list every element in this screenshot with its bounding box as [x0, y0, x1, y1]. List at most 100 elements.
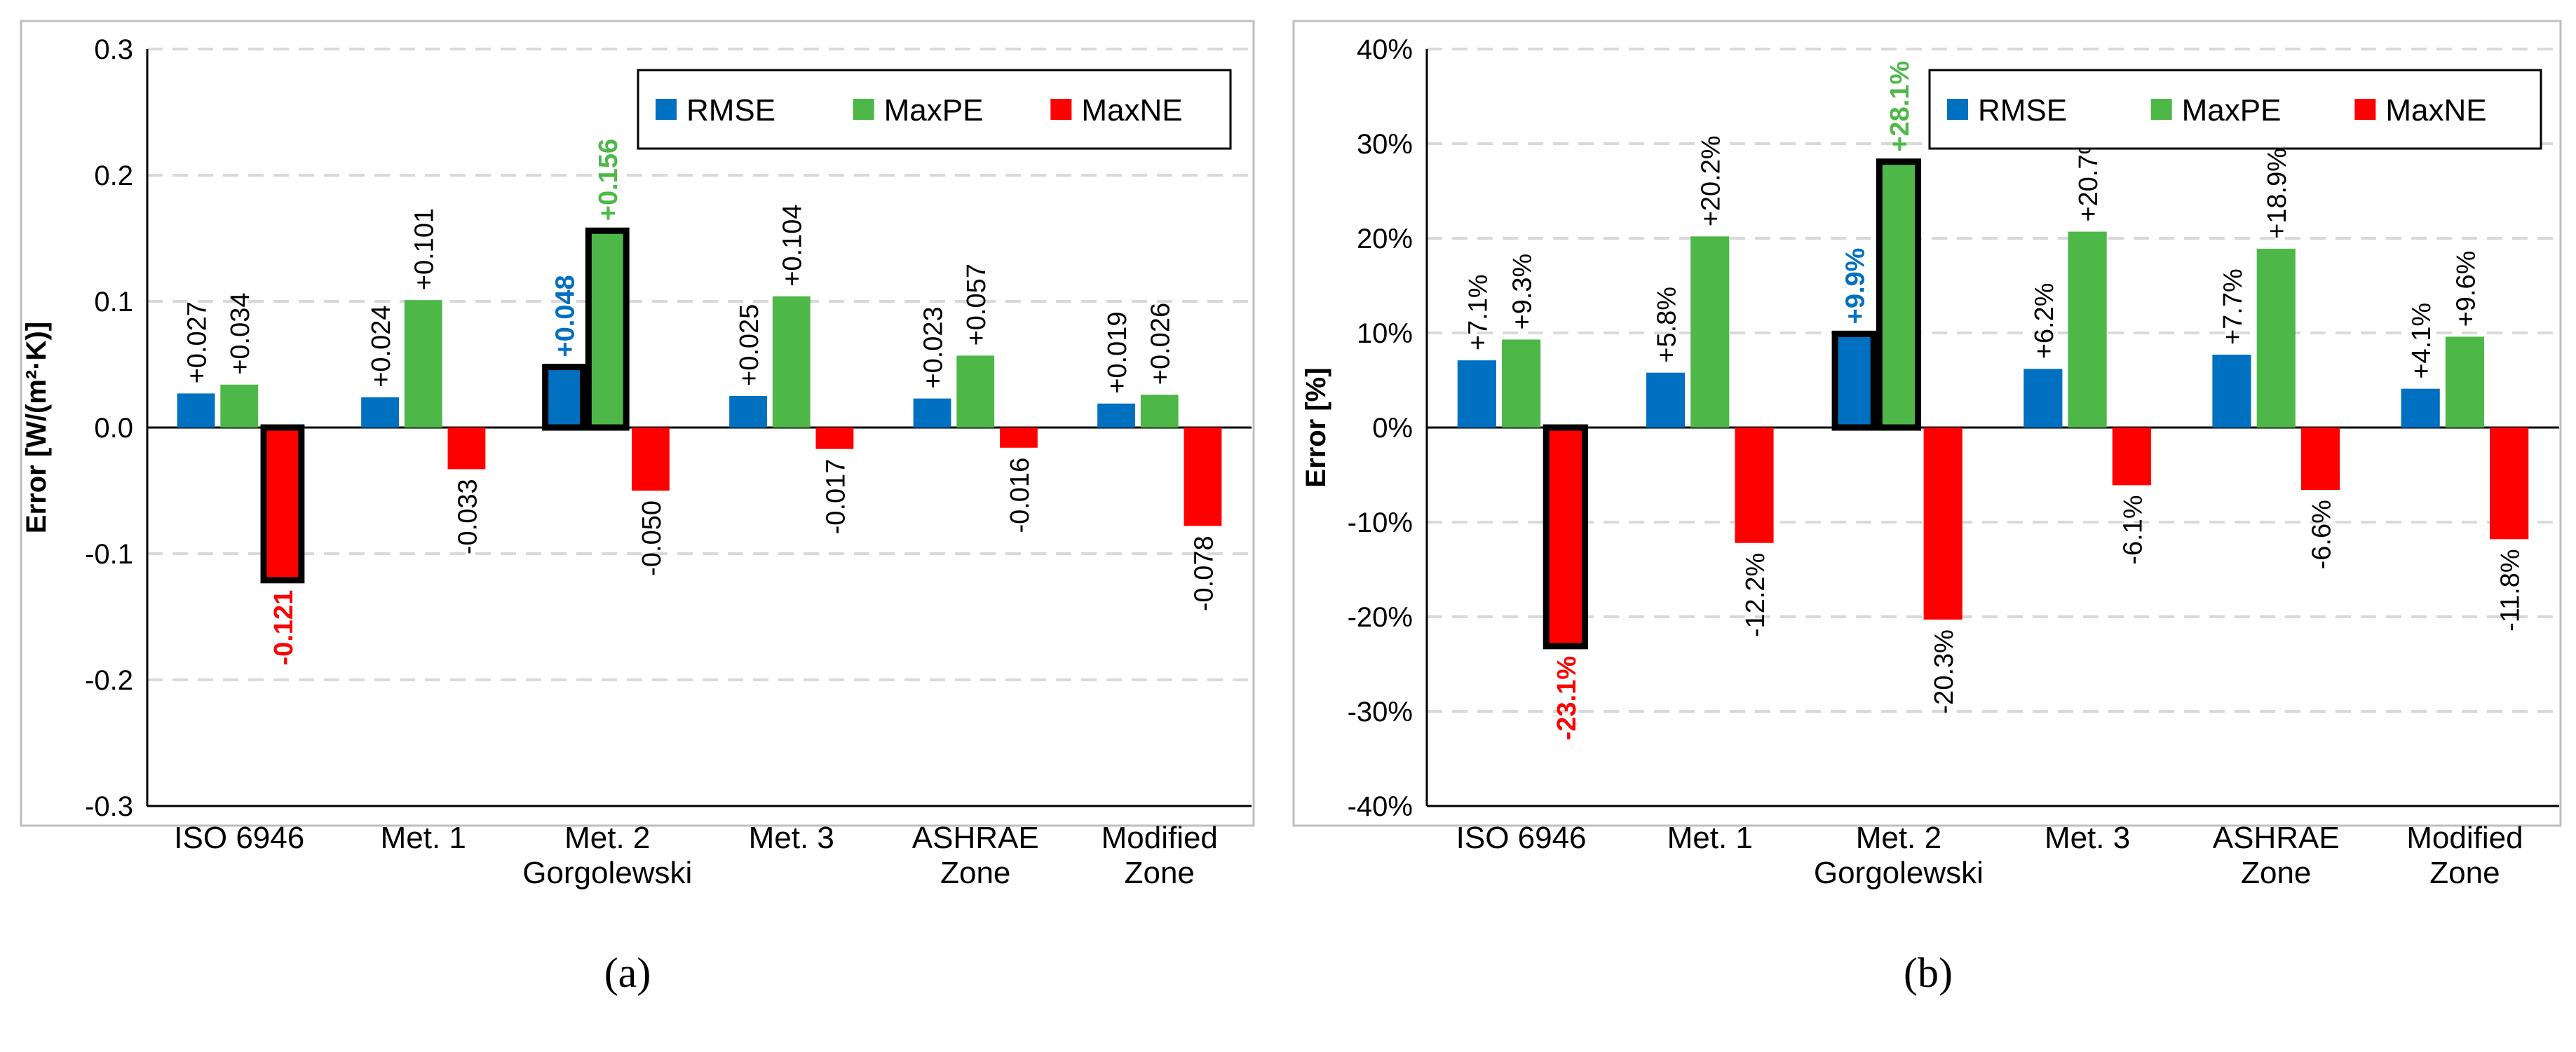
category-label: ISO 6946 — [174, 821, 304, 855]
y-tick-label: 20% — [1357, 224, 1413, 254]
data-label-maxne: -0.050 — [637, 500, 667, 576]
legend-swatch-maxpe — [853, 99, 874, 120]
category-label: Zone — [1125, 856, 1195, 890]
y-axis-title: Error [W/(m²·K)] — [21, 322, 52, 533]
y-tick-label: 30% — [1357, 129, 1413, 160]
bar-maxpe — [585, 227, 630, 431]
category-label: Met. 2 — [564, 821, 650, 855]
data-label-rmse: +9.9% — [1841, 248, 1871, 325]
bar-maxne — [1543, 424, 1588, 650]
bar-maxne — [260, 424, 305, 584]
data-label-maxpe: +0.101 — [410, 208, 440, 290]
y-tick-label: -30% — [1348, 697, 1413, 727]
y-tick-label: -40% — [1348, 791, 1413, 822]
legend-label-maxpe: MaxPE — [884, 93, 984, 128]
bar-maxpe — [2256, 248, 2296, 428]
bar-maxpe — [1690, 236, 1730, 428]
bar-rmse — [1831, 330, 1877, 431]
legend-box — [1928, 69, 2542, 150]
bar-maxne — [1184, 428, 1222, 526]
category-label: Modified — [2406, 821, 2523, 855]
bar-maxpe — [1140, 395, 1179, 428]
bar-rmse — [2212, 355, 2251, 428]
data-label-maxne: -6.1% — [2118, 495, 2148, 564]
y-tick-label: 10% — [1357, 318, 1413, 349]
bar-maxpe — [1501, 339, 1541, 428]
bar-rmse — [361, 397, 399, 428]
data-label-rmse: +0.048 — [551, 275, 581, 357]
bar-maxpe — [220, 384, 259, 428]
legend-label-maxne: MaxNE — [1081, 93, 1182, 128]
legend-swatch-rmse — [1947, 99, 1968, 120]
category-label: Modified — [1101, 821, 1218, 855]
data-label-maxpe: +0.104 — [778, 205, 808, 287]
data-label-rmse: +6.2% — [2030, 282, 2059, 359]
data-label-maxpe: +0.026 — [1146, 303, 1176, 385]
category-label: Met. 3 — [2045, 821, 2130, 855]
data-label-maxne: -0.017 — [821, 459, 850, 535]
y-tick-label: 0.3 — [94, 34, 133, 65]
bar-maxne — [1000, 428, 1038, 448]
bar-maxne — [815, 428, 854, 449]
legend-label-maxpe: MaxPE — [2182, 93, 2282, 128]
bar-maxpe — [404, 300, 442, 428]
caption-a: (a) — [604, 950, 651, 996]
legend-swatch-maxne — [1050, 99, 1072, 120]
legend: RMSE MaxPE MaxNE — [1928, 69, 2542, 150]
data-label-maxpe: +9.6% — [2451, 251, 2481, 327]
data-label-rmse: +7.7% — [2218, 268, 2248, 345]
legend-box — [637, 69, 1232, 150]
category-label: Zone — [940, 856, 1010, 890]
bar-rmse — [729, 396, 767, 428]
data-label-maxne: -23.1% — [1552, 656, 1582, 740]
caption-b: (b) — [1904, 950, 1953, 996]
data-label-maxpe: +20.2% — [1697, 135, 1726, 226]
bar-rmse — [2023, 369, 2063, 428]
chart-frame — [1292, 20, 2562, 827]
bar-rmse — [1097, 403, 1135, 428]
y-tick-label: -0.1 — [85, 539, 133, 570]
y-tick-label: 0.0 — [94, 413, 133, 444]
y-tick-label: -20% — [1348, 602, 1413, 633]
data-label-rmse: +5.8% — [1652, 287, 1681, 363]
category-label: Met. 3 — [749, 821, 834, 855]
legend-label-maxne: MaxNE — [2385, 93, 2486, 128]
legend-label-rmse: RMSE — [1978, 93, 2067, 128]
y-tick-label: 0.1 — [94, 287, 133, 317]
data-label-maxne: -6.6% — [2307, 500, 2337, 569]
data-label-rmse: +0.024 — [367, 306, 396, 388]
data-label-maxpe: +28.1% — [1885, 61, 1915, 152]
data-label-maxne: -12.2% — [1741, 553, 1770, 637]
chart-a: -0.3 -0.2 -0.1 0.0 0.1 0.2 0.3 Error [W/(m²·K)]… — [20, 20, 1255, 890]
category-label: Met. 2 — [1856, 821, 1941, 855]
data-label-maxpe: +18.9% — [2263, 148, 2292, 239]
y-tick-label: 0% — [1372, 413, 1413, 444]
bar-rmse — [542, 364, 586, 431]
y-tick-label: -10% — [1348, 507, 1413, 538]
category-label: ISO 6946 — [1456, 821, 1587, 855]
bar-maxne — [1923, 428, 1962, 620]
y-axis-title: Error [%] — [1301, 367, 1331, 487]
data-label-maxne: -0.078 — [1189, 535, 1219, 611]
y-tick-label: 0.2 — [94, 160, 133, 191]
bar-rmse — [1457, 360, 1496, 428]
data-label-maxne: -20.3% — [1930, 629, 1959, 713]
group-label: Gorgolewski — [522, 856, 692, 890]
bar-maxne — [2112, 428, 2151, 486]
y-tick-label: -0.3 — [85, 791, 133, 822]
bar-maxpe — [2445, 336, 2485, 428]
data-label-rmse: +0.027 — [183, 301, 212, 383]
bar-maxpe — [772, 296, 811, 428]
bar-rmse — [2401, 388, 2440, 428]
category-label: ASHRAE — [2213, 821, 2340, 855]
category-label: Met. 1 — [1667, 821, 1753, 855]
legend: RMSE MaxPE MaxNE — [637, 69, 1232, 150]
bar-rmse — [913, 398, 951, 428]
bar-maxne — [447, 428, 486, 470]
legend-swatch-maxne — [2354, 99, 2376, 120]
data-label-rmse: +7.1% — [1463, 274, 1493, 350]
bar-maxne — [2490, 428, 2529, 540]
category-label: Met. 1 — [381, 821, 466, 855]
data-label-maxne: -0.016 — [1005, 458, 1035, 533]
